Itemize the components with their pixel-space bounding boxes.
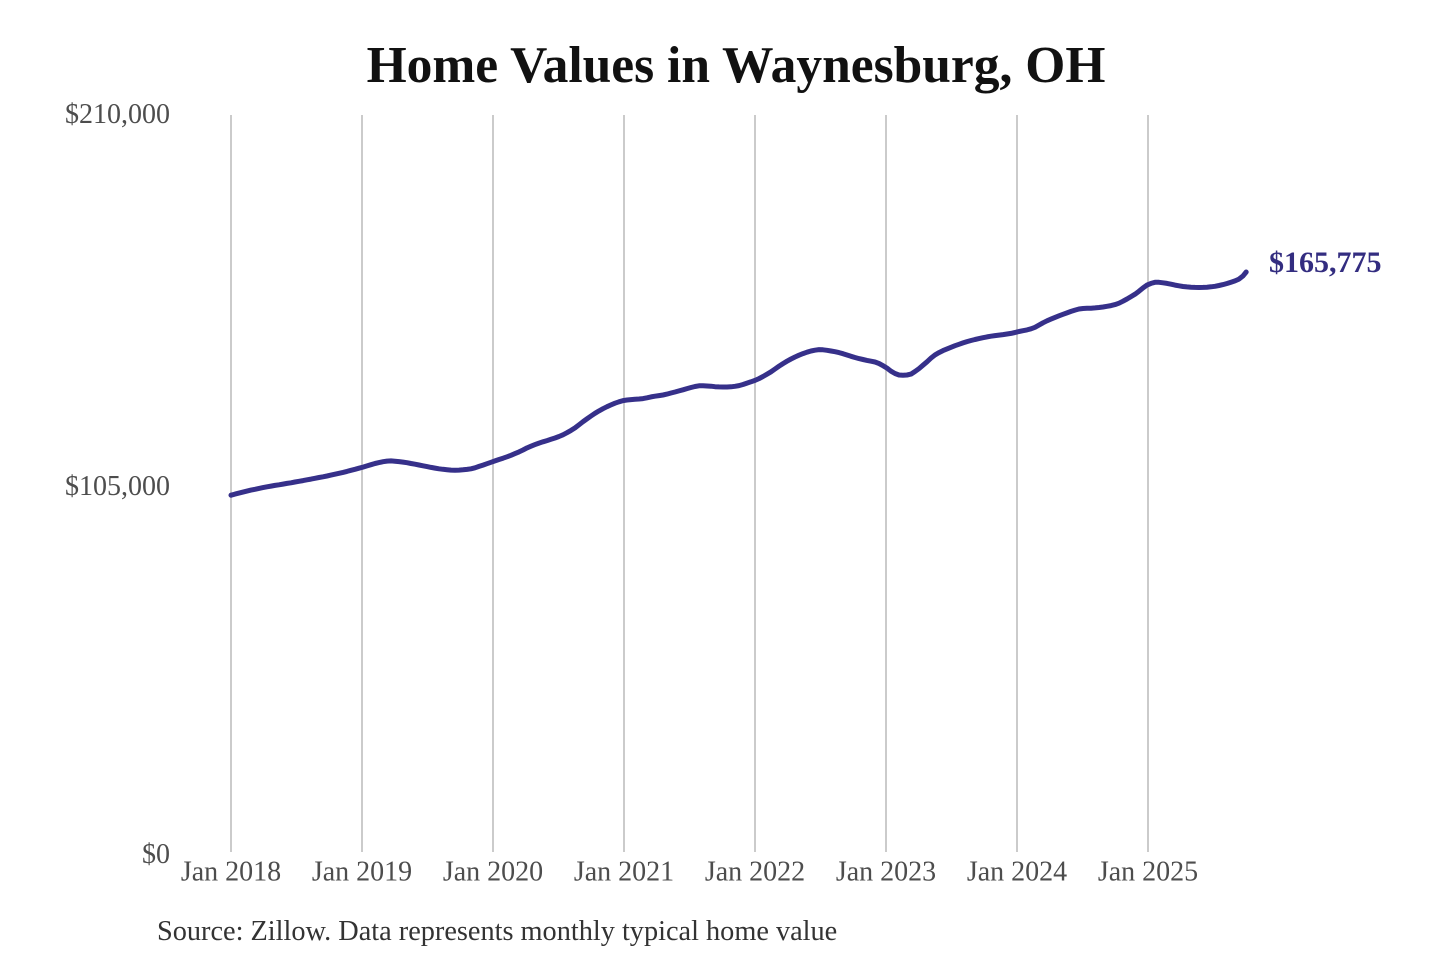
svg-text:Jan 2023: Jan 2023	[836, 857, 936, 888]
svg-text:Jan 2022: Jan 2022	[705, 857, 805, 888]
svg-text:Jan 2025: Jan 2025	[1098, 857, 1198, 888]
svg-text:Jan 2018: Jan 2018	[181, 857, 281, 888]
svg-text:Jan 2021: Jan 2021	[574, 857, 674, 888]
svg-text:Jan 2020: Jan 2020	[443, 857, 543, 888]
svg-text:Home Values in Waynesburg, OH: Home Values in Waynesburg, OH	[367, 37, 1106, 94]
svg-text:$105,000: $105,000	[65, 471, 170, 502]
svg-text:Jan 2024: Jan 2024	[967, 857, 1067, 888]
svg-text:$210,000: $210,000	[65, 99, 170, 130]
svg-text:$0: $0	[142, 839, 170, 870]
svg-text:Jan 2019: Jan 2019	[312, 857, 412, 888]
svg-text:$165,775: $165,775	[1269, 246, 1382, 279]
svg-text:Source: Zillow. Data represent: Source: Zillow. Data represents monthly …	[157, 916, 837, 947]
